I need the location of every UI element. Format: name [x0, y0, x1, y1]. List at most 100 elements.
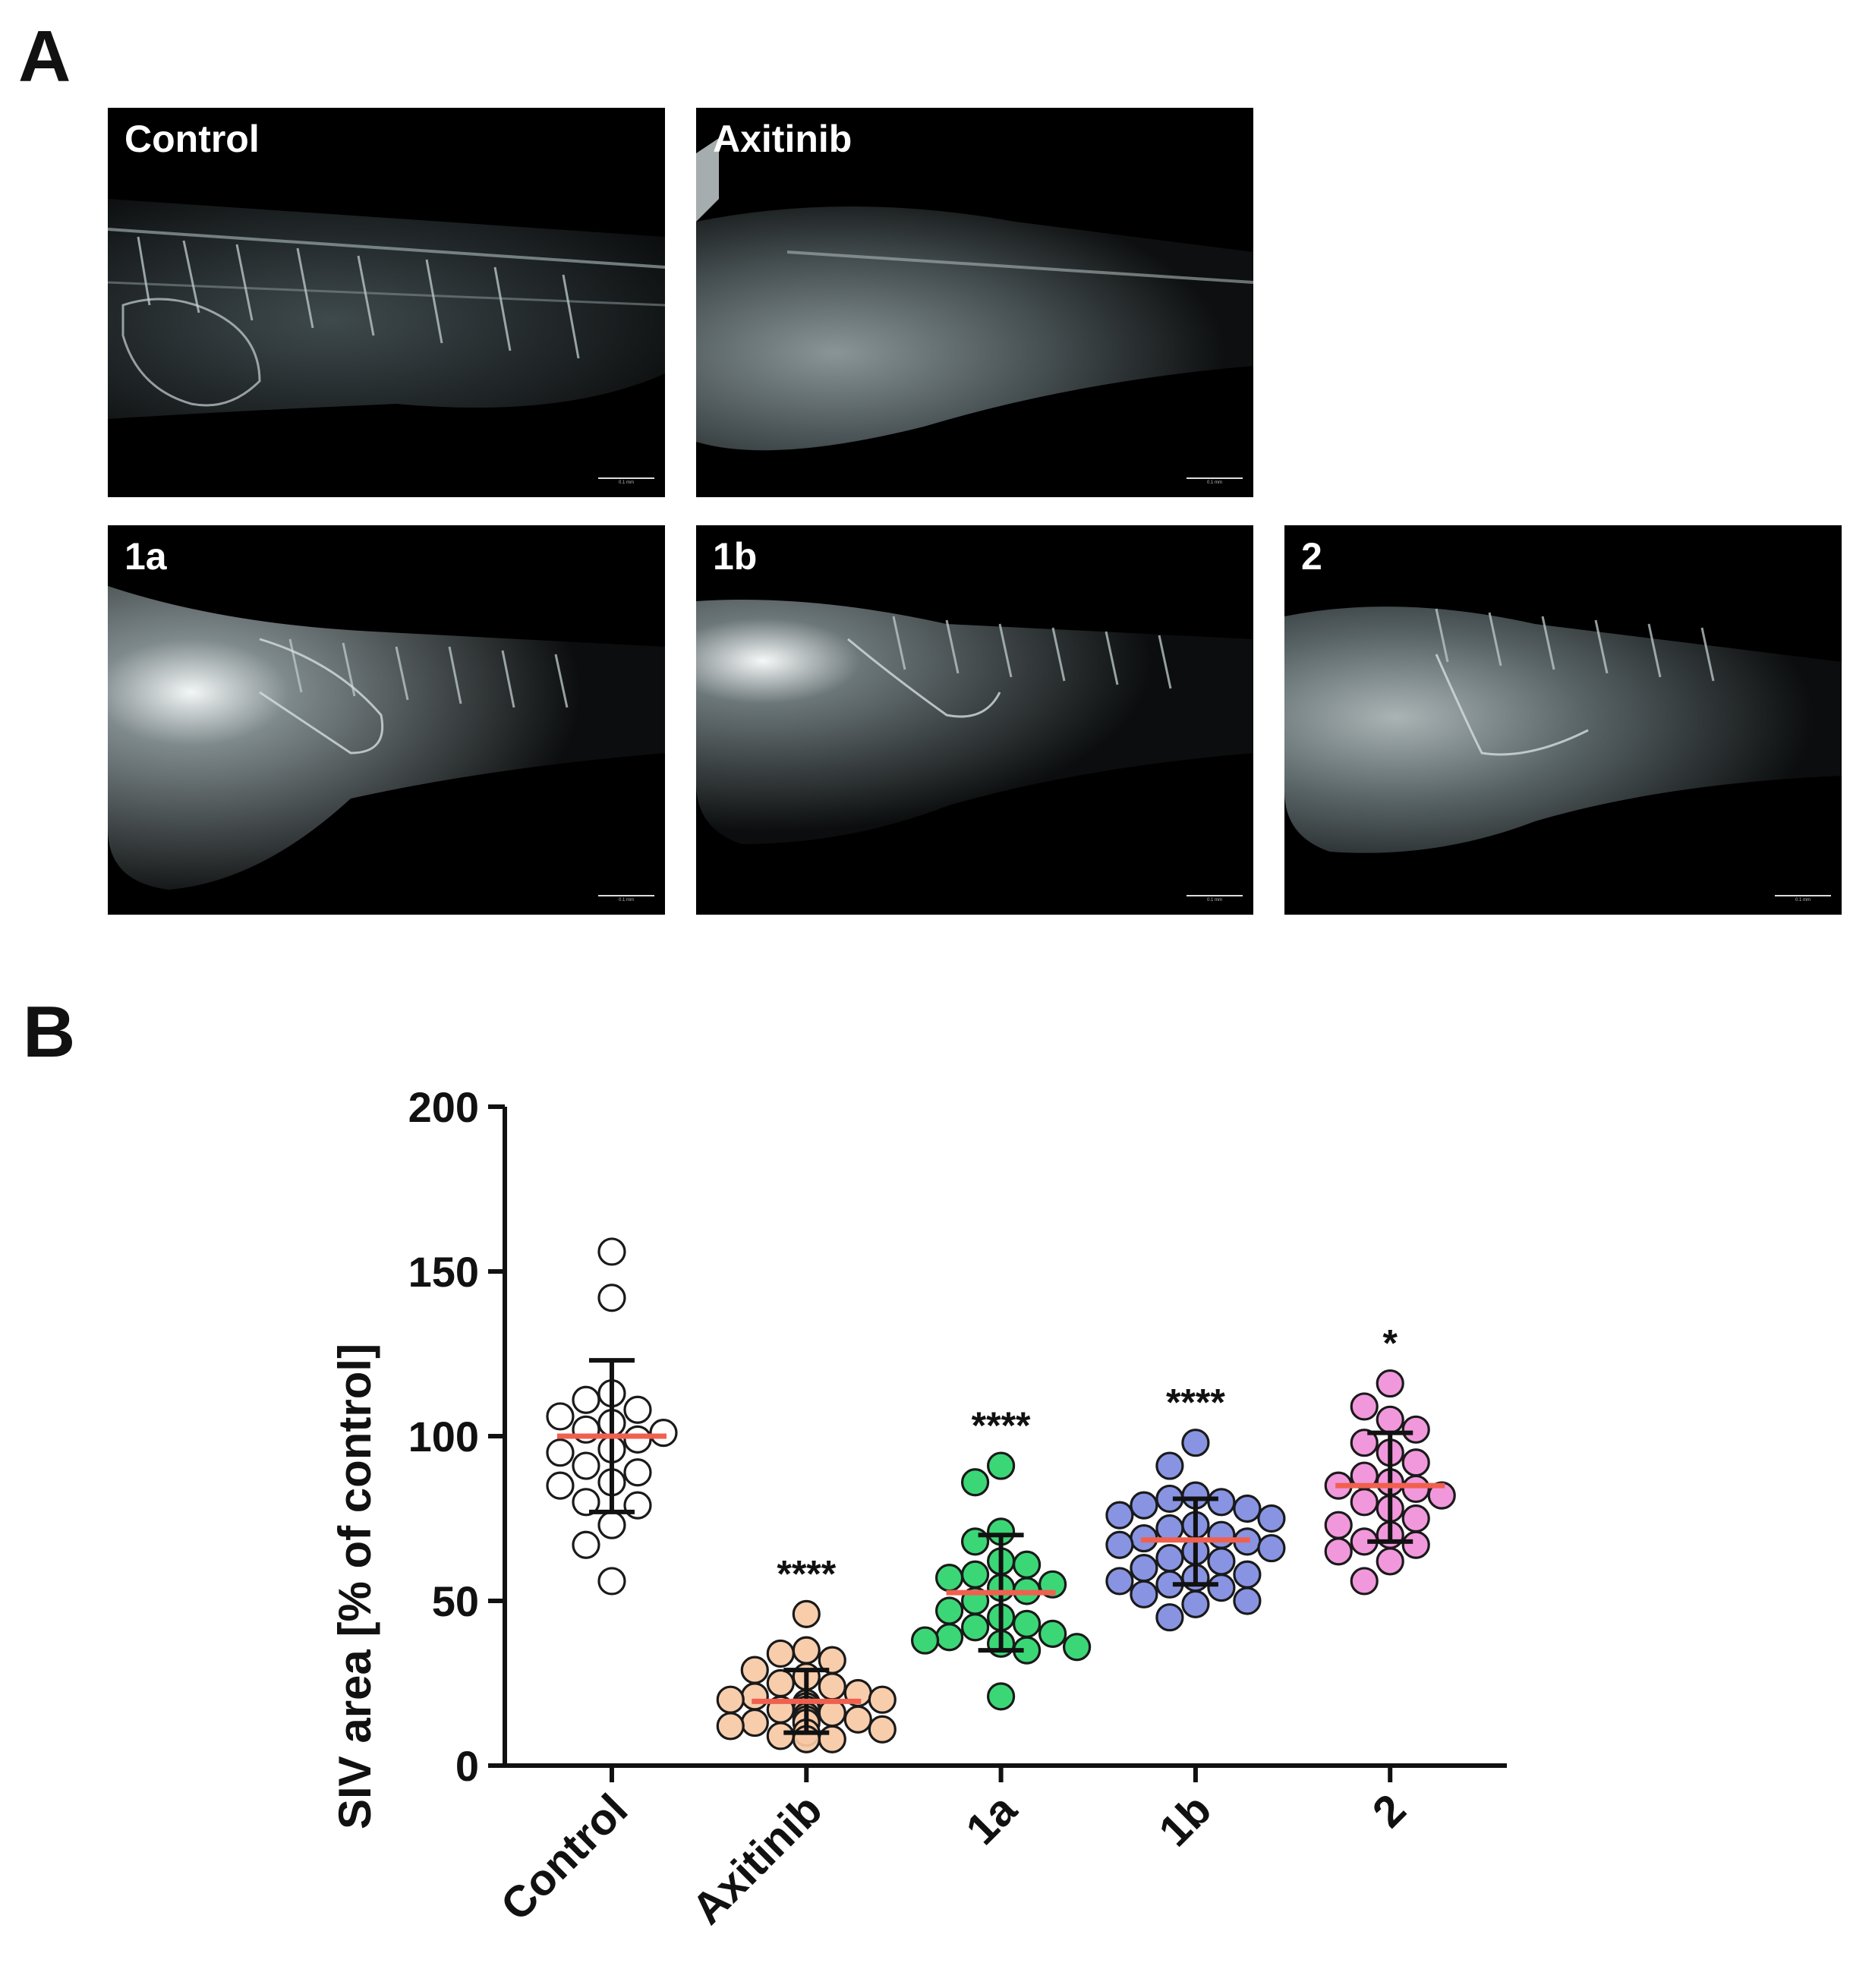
micrograph-axitinib: Axitinib 0.1 mm [696, 108, 1253, 497]
data-point [1038, 1619, 1067, 1649]
data-point [623, 1458, 652, 1487]
data-point [1257, 1504, 1286, 1533]
data-point [1427, 1481, 1456, 1510]
data-point [1350, 1429, 1379, 1457]
data-point [1181, 1429, 1210, 1457]
data-point [766, 1668, 795, 1698]
data-point [740, 1656, 769, 1684]
data-point [716, 1685, 745, 1714]
data-point [546, 1402, 575, 1431]
data-point [1207, 1547, 1236, 1576]
y-tick-label: 50 [432, 1577, 479, 1625]
fish-image [108, 586, 665, 890]
data-point [623, 1425, 652, 1454]
data-point [572, 1488, 600, 1517]
data-point [716, 1712, 745, 1741]
data-point [1233, 1560, 1262, 1589]
data-point [649, 1419, 678, 1448]
data-point [1181, 1589, 1210, 1618]
data-point [572, 1530, 600, 1559]
data-point [546, 1471, 575, 1500]
scale-bar: 0.1 mm [598, 477, 654, 487]
data-point [1401, 1448, 1430, 1477]
scale-bar: 0.1 mm [1775, 895, 1831, 904]
data-point [843, 1705, 872, 1734]
data-point [1105, 1501, 1134, 1530]
micrograph-label: Control [124, 118, 260, 160]
micrograph-label: 2 [1301, 535, 1322, 578]
data-point [986, 1451, 1016, 1480]
micrograph-label: 1a [124, 535, 167, 578]
fish-image [108, 199, 665, 419]
data-point [1130, 1491, 1158, 1520]
data-point [546, 1438, 575, 1467]
data-point [1233, 1586, 1262, 1615]
data-point [792, 1599, 821, 1628]
micrograph-1a: 1a 0.1 mm [108, 525, 665, 915]
data-point [868, 1715, 897, 1744]
data-point [960, 1560, 990, 1589]
data-point [1401, 1474, 1430, 1504]
micrograph-control: Control 0.1 mm [108, 108, 665, 497]
data-point [1324, 1537, 1353, 1566]
y-tick-label: 150 [408, 1248, 479, 1296]
data-point [766, 1722, 795, 1750]
x-tick-label: 2 [1363, 1785, 1416, 1837]
data-point [792, 1636, 821, 1665]
micrograph-2: 2 0.1 mm [1284, 525, 1842, 915]
y-tick-label: 100 [408, 1413, 479, 1460]
data-point [1207, 1520, 1236, 1549]
data-point [597, 1284, 626, 1312]
y-tick-label: 200 [408, 1083, 479, 1131]
data-point [1324, 1511, 1353, 1539]
significance-label: **** [777, 1552, 836, 1595]
data-point [934, 1623, 964, 1652]
data-point [910, 1626, 940, 1655]
scale-bar: 0.1 mm [1187, 477, 1243, 487]
data-point [1401, 1504, 1430, 1533]
data-point [1012, 1550, 1042, 1579]
data-point [740, 1708, 769, 1738]
data-point [1155, 1603, 1184, 1632]
data-point [1350, 1392, 1379, 1421]
data-point [1376, 1547, 1404, 1576]
data-point [986, 1682, 1016, 1711]
data-point [623, 1395, 652, 1424]
y-axis-label: SIV area [% of control] [329, 1344, 380, 1829]
x-tick-label: Control [491, 1785, 637, 1930]
data-point [1207, 1488, 1236, 1517]
data-point [818, 1672, 846, 1701]
chart-axes: 0 50 100 150 200 Control Axitinib 1a 1b 2 [408, 1083, 1507, 1934]
data-point [1376, 1405, 1404, 1434]
data-point [1401, 1415, 1430, 1444]
data-point [1130, 1580, 1158, 1608]
scale-bar: 0.1 mm [1187, 895, 1243, 904]
data-point [1130, 1553, 1158, 1583]
data-point [766, 1639, 795, 1668]
data-point [1257, 1533, 1286, 1563]
data-point [934, 1596, 964, 1625]
data-point [1233, 1494, 1262, 1523]
fish-image [696, 600, 1253, 844]
data-point [1207, 1574, 1236, 1602]
panel-b-letter: B [23, 991, 76, 1073]
micrograph-1b: 1b 0.1 mm [696, 525, 1253, 915]
data-point [1062, 1633, 1092, 1662]
scale-bar: 0.1 mm [598, 895, 654, 904]
data-point [1105, 1530, 1134, 1559]
data-point [1350, 1488, 1379, 1517]
data-point [1376, 1369, 1404, 1398]
data-point [1350, 1567, 1379, 1596]
data-point [960, 1613, 990, 1642]
data-point [623, 1491, 652, 1520]
significance-label: **** [1166, 1382, 1225, 1424]
data-point [960, 1468, 990, 1497]
data-point [934, 1564, 964, 1593]
data-point [597, 1511, 626, 1539]
data-point [818, 1725, 846, 1753]
data-point [1401, 1530, 1430, 1559]
data-point [597, 1567, 626, 1596]
micrograph-label: 1b [713, 535, 758, 578]
significance-label: * [1382, 1322, 1398, 1365]
